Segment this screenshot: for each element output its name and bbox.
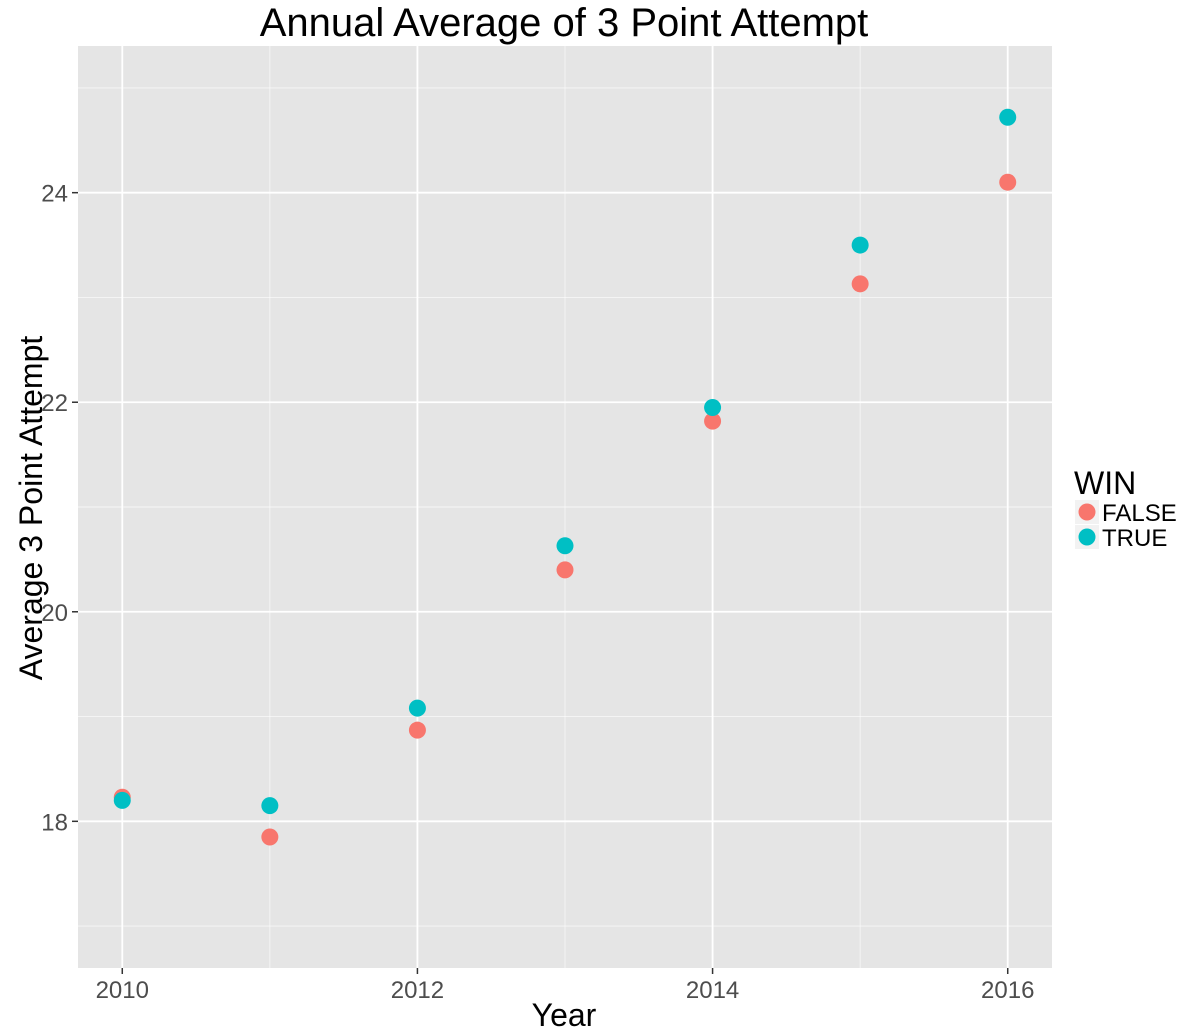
grid-minor-lines: [78, 46, 1052, 968]
point-false-2013: [556, 561, 574, 579]
chart-title: Annual Average of 3 Point Attempt: [260, 1, 869, 45]
point-false-2011: [261, 828, 279, 846]
point-true-2016: [999, 108, 1017, 126]
point-false-2014: [704, 412, 722, 430]
y-tick-label: 20: [41, 600, 68, 627]
x-tick-label: 2014: [686, 977, 739, 1004]
point-true-2014: [704, 398, 722, 416]
point-true-2010: [113, 791, 131, 809]
y-tick-label: 22: [41, 390, 68, 417]
legend-label-true: TRUE: [1102, 525, 1167, 552]
y-tick-label: 18: [41, 809, 68, 836]
point-true-2012: [408, 699, 426, 717]
tick-labels: 2010 2012 2014 2016 18 20 22 24: [41, 181, 1034, 1004]
y-tick-label: 24: [41, 181, 68, 208]
data-points: [113, 108, 1017, 846]
grid-major-lines: [78, 46, 1052, 968]
y-axis-title: Average 3 Point Attempt: [13, 336, 49, 681]
legend-key-true: [1078, 528, 1096, 546]
point-false-2015: [851, 275, 869, 293]
axis-ticks: [72, 191, 1009, 974]
legend-title: WIN: [1074, 465, 1136, 501]
point-true-2011: [261, 797, 279, 815]
x-tick-label: 2016: [981, 977, 1034, 1004]
point-true-2013: [556, 537, 574, 555]
point-false-2012: [408, 721, 426, 739]
x-axis-title: Year: [532, 997, 597, 1033]
x-tick-label: 2012: [391, 977, 444, 1004]
legend-label-false: FALSE: [1102, 500, 1177, 527]
point-true-2015: [851, 236, 869, 254]
point-false-2016: [999, 173, 1017, 191]
legend-key-false: [1078, 503, 1096, 521]
x-tick-label: 2010: [96, 977, 149, 1004]
